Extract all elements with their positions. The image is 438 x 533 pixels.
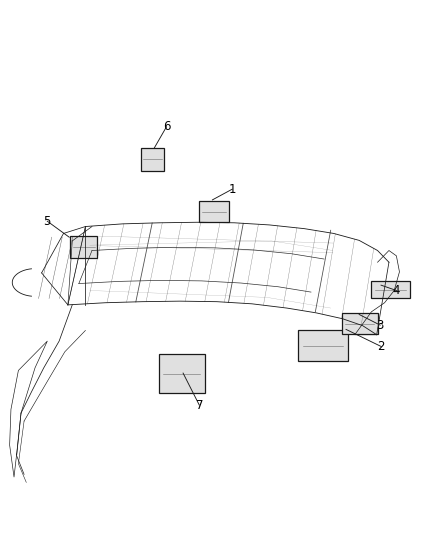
Bar xyxy=(159,354,205,393)
Text: 7: 7 xyxy=(195,399,203,411)
Bar xyxy=(141,148,164,171)
Text: 6: 6 xyxy=(162,120,170,133)
Text: 4: 4 xyxy=(392,284,400,297)
Bar xyxy=(199,201,229,222)
Bar xyxy=(371,281,410,298)
Bar xyxy=(298,330,348,361)
Bar xyxy=(342,313,378,334)
Text: 3: 3 xyxy=(377,319,384,332)
Text: 5: 5 xyxy=(44,215,51,228)
Bar xyxy=(70,236,97,258)
Text: 1: 1 xyxy=(228,183,236,196)
Text: 2: 2 xyxy=(377,340,385,353)
